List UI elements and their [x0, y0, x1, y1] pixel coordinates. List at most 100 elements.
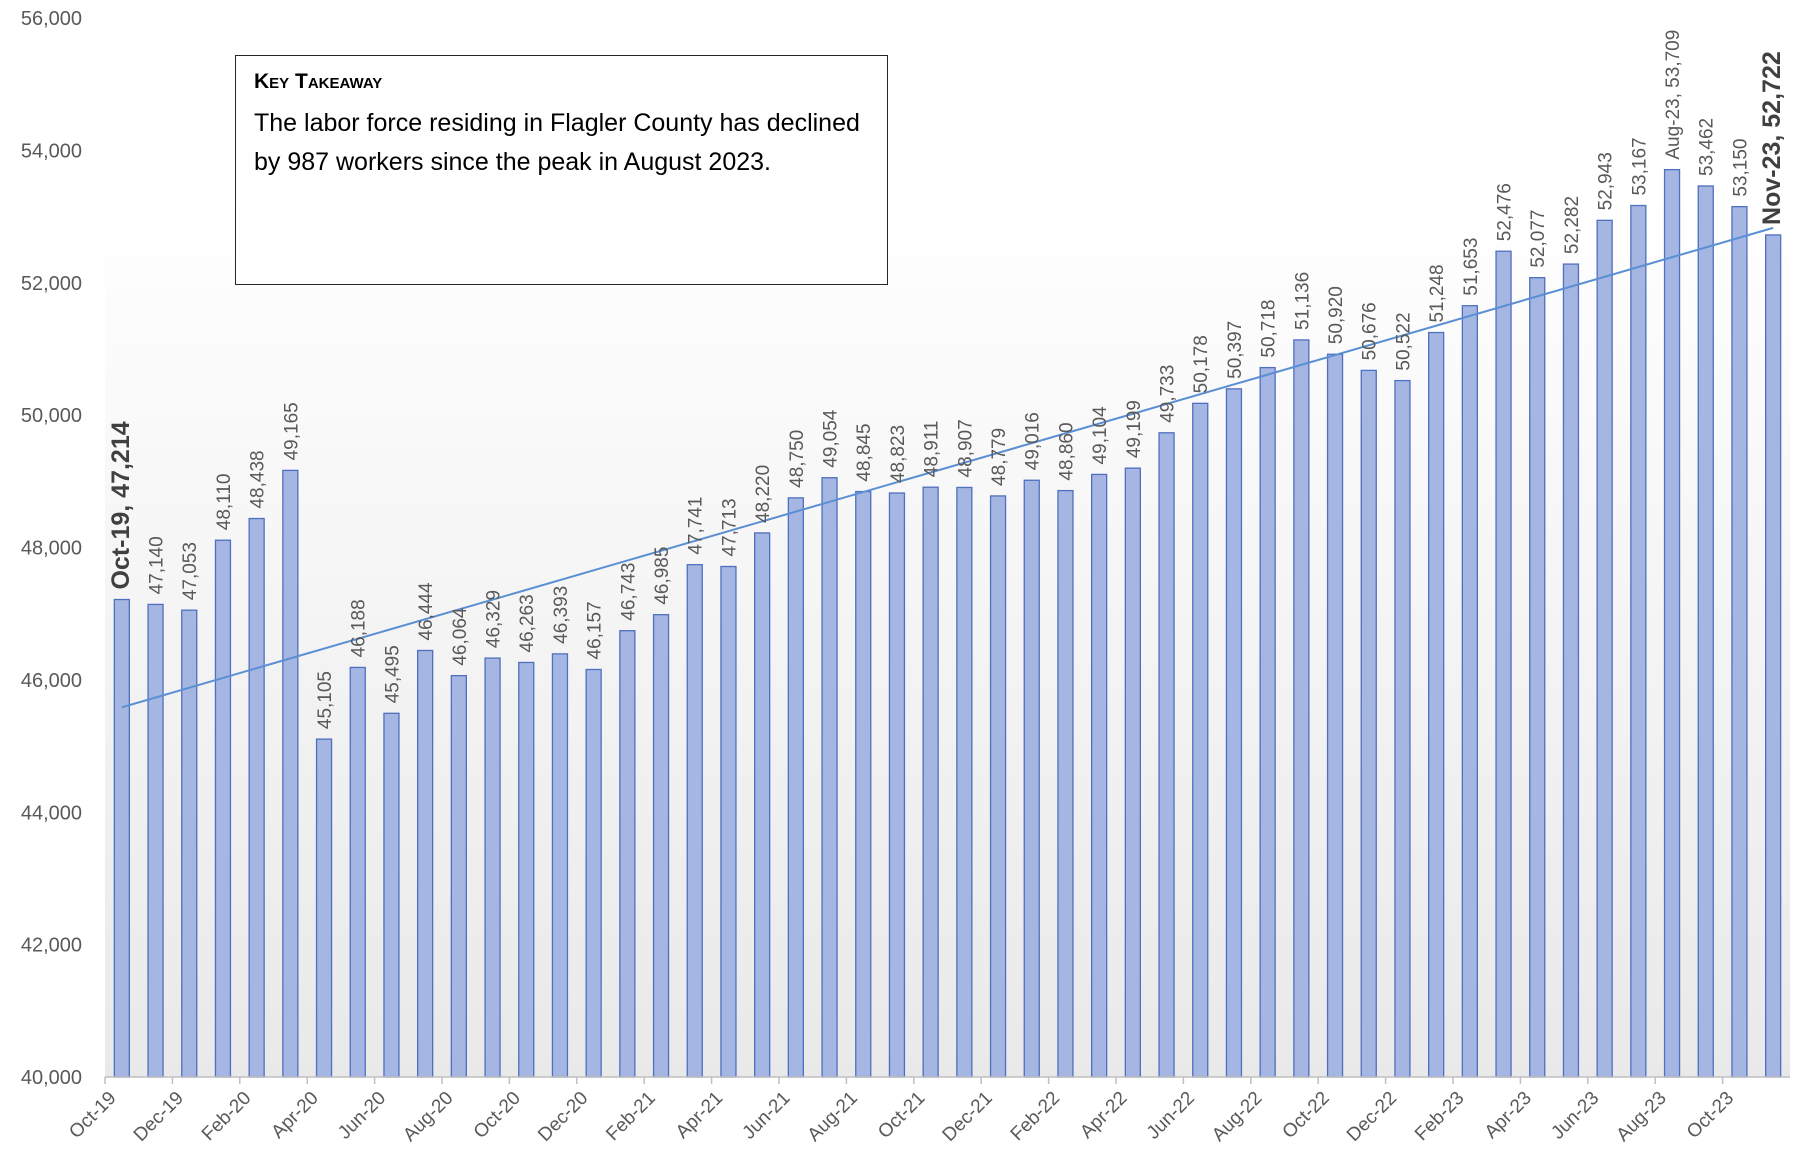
bar	[586, 669, 601, 1077]
x-tick-label: Aug-23	[1613, 1088, 1671, 1146]
bar	[923, 487, 938, 1077]
bar	[114, 600, 129, 1077]
x-tick-label: Jun-22	[1143, 1088, 1199, 1144]
data-label: 45,105	[315, 671, 336, 729]
data-label: 49,104	[1090, 406, 1111, 465]
x-tick-label: Dec-20	[534, 1088, 592, 1146]
x-tick-label: Aug-22	[1208, 1088, 1266, 1146]
bar	[1597, 220, 1612, 1077]
x-tick-label: Jun-21	[739, 1088, 795, 1144]
bar	[889, 493, 904, 1077]
data-label: 46,157	[585, 601, 606, 659]
bar	[822, 478, 837, 1077]
data-label: 50,718	[1259, 299, 1280, 357]
data-label: 49,733	[1158, 365, 1179, 423]
x-tick-label: Dec-21	[939, 1088, 997, 1146]
data-label: 47,741	[686, 497, 707, 555]
x-tick-label: Oct-20	[470, 1088, 525, 1143]
data-label: 48,907	[955, 419, 976, 477]
bar	[991, 496, 1006, 1077]
y-axis: 40,000 42,000 44,000 46,000 48,000 50,000 52,0…	[21, 8, 82, 1089]
data-label: 48,110	[214, 474, 235, 531]
data-label: 48,845	[854, 423, 875, 481]
data-label: 46,743	[618, 563, 639, 621]
data-label: 48,220	[753, 465, 774, 523]
bar	[957, 487, 972, 1077]
data-label: 50,178	[1191, 335, 1212, 393]
bar	[1429, 333, 1444, 1077]
data-label: 51,136	[1292, 272, 1313, 330]
x-tick-label: Feb-20	[198, 1088, 255, 1145]
data-label: 46,263	[517, 594, 538, 652]
bar	[1328, 354, 1343, 1077]
key-takeaway-text: The labor force residing in Flagler Coun…	[254, 104, 869, 182]
data-label: 46,444	[416, 582, 437, 641]
bar	[1563, 264, 1578, 1077]
bar	[1698, 186, 1713, 1077]
bar	[1361, 370, 1376, 1077]
y-tick-label: 52,000	[21, 273, 82, 295]
x-tick-label: Jun-23	[1547, 1088, 1603, 1144]
data-label: 47,053	[180, 542, 201, 600]
bar	[1462, 306, 1477, 1077]
bar	[788, 498, 803, 1077]
data-label: 52,476	[1495, 183, 1516, 241]
bar	[1058, 491, 1073, 1077]
x-tick-label: Oct-21	[874, 1088, 929, 1143]
y-tick-label: 48,000	[21, 538, 82, 560]
bar	[1260, 368, 1275, 1077]
bar	[1496, 251, 1511, 1077]
bar	[451, 676, 466, 1077]
x-tick-label: Feb-22	[1007, 1088, 1064, 1145]
x-tick-label: Apr-21	[672, 1088, 727, 1143]
y-tick-label: 40,000	[21, 1067, 82, 1089]
data-label: Nov-23, 52,722	[1758, 51, 1786, 225]
bar	[1024, 480, 1039, 1077]
x-tick-label: Dec-22	[1343, 1088, 1401, 1146]
bar	[687, 565, 702, 1077]
x-tick-label: Aug-21	[804, 1088, 862, 1146]
data-label: 53,150	[1730, 139, 1751, 197]
y-tick-label: 54,000	[21, 140, 82, 162]
data-label: 49,165	[281, 402, 302, 460]
bar	[552, 654, 567, 1077]
data-label: 48,860	[1056, 422, 1077, 480]
data-label: 47,713	[719, 498, 740, 556]
bar	[1665, 170, 1680, 1077]
data-label: 46,985	[652, 547, 673, 605]
bar	[856, 492, 871, 1077]
data-label: 46,064	[450, 607, 471, 666]
bar	[148, 604, 163, 1077]
bar	[1125, 468, 1140, 1077]
data-label: 51,248	[1427, 264, 1448, 322]
data-label: 50,676	[1360, 302, 1381, 360]
data-label: 46,329	[484, 590, 505, 648]
x-tick-label: Aug-20	[399, 1088, 457, 1146]
y-tick-label: 50,000	[21, 405, 82, 427]
y-tick-label: 46,000	[21, 670, 82, 692]
x-tick-label: Jun-20	[334, 1088, 390, 1144]
data-label: 48,750	[787, 430, 808, 488]
y-tick-label: 44,000	[21, 802, 82, 824]
data-label: 46,188	[349, 599, 370, 657]
x-tick-label: Oct-19	[65, 1088, 120, 1143]
data-label: 48,911	[922, 421, 943, 478]
data-label: Oct-19, 47,214	[107, 421, 135, 589]
bar	[350, 667, 365, 1077]
data-label: 52,943	[1596, 152, 1617, 210]
data-label: 52,282	[1562, 196, 1583, 254]
x-tick-label: Apr-20	[268, 1088, 323, 1143]
bar	[1294, 340, 1309, 1077]
data-label: 49,016	[1023, 412, 1044, 470]
data-label: 52,077	[1528, 210, 1549, 268]
x-axis: Oct-19 Dec-19 Feb-20 Apr-20 Jun-20 Aug-20 Oct-…	[65, 1077, 1790, 1146]
data-label: 45,495	[382, 645, 403, 703]
bar	[283, 470, 298, 1077]
bar	[1732, 207, 1747, 1077]
data-label: 50,397	[1225, 321, 1246, 379]
data-label: 48,438	[248, 450, 269, 508]
bar	[1092, 474, 1107, 1077]
bar	[485, 658, 500, 1077]
y-tick-label: 56,000	[21, 8, 82, 30]
bar	[1193, 403, 1208, 1077]
